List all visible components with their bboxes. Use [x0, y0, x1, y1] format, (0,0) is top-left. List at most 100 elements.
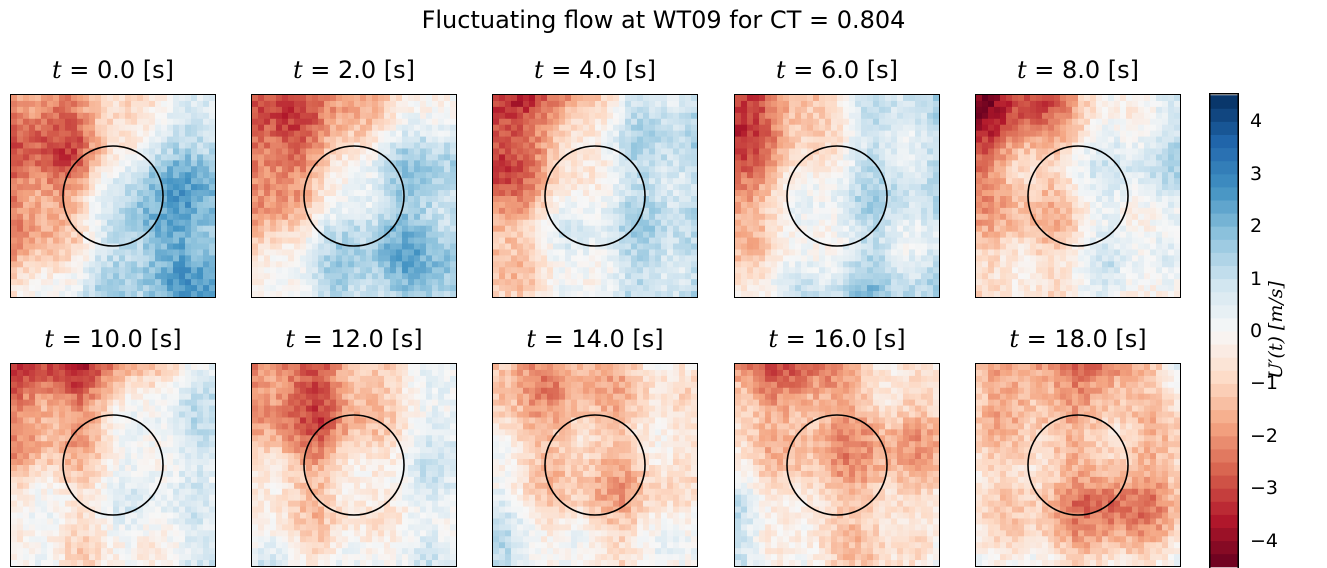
heatmap-cell — [505, 184, 512, 191]
heatmap-cell — [281, 142, 289, 150]
heatmap-cell — [335, 148, 343, 156]
heatmap-cell — [636, 160, 644, 167]
heatmap-cell — [378, 130, 385, 138]
heatmap-cell — [383, 160, 391, 167]
heatmap-cell — [830, 225, 838, 233]
heatmap-cell — [914, 154, 922, 161]
heatmap-cell — [77, 100, 84, 108]
heatmap-cell — [324, 118, 331, 126]
heatmap-cell — [173, 166, 180, 173]
heatmap-cell — [547, 100, 554, 108]
heatmap-cell — [173, 261, 180, 268]
heatmap-cell — [17, 172, 24, 179]
heatmap-cell — [414, 225, 421, 233]
heatmap-cell — [142, 130, 150, 138]
heatmap-cell — [389, 124, 397, 132]
heatmap-cell — [148, 124, 156, 132]
heatmap-cell — [818, 267, 826, 274]
heatmap-cell — [113, 148, 120, 156]
heatmap-cell — [190, 95, 198, 102]
heatmap-cell — [71, 267, 78, 274]
heatmap-cell — [891, 124, 898, 132]
heatmap-cell — [540, 178, 548, 185]
heatmap-cell — [607, 201, 614, 209]
heatmap-cell — [179, 160, 186, 167]
heatmap-cell — [23, 285, 30, 292]
heatmap-cell — [872, 112, 880, 120]
heatmap-cell — [764, 178, 772, 185]
heatmap-cell — [264, 279, 271, 286]
heatmap-cell — [329, 148, 337, 156]
heatmap-cell — [795, 148, 802, 156]
heatmap-cell — [395, 279, 403, 286]
heatmap-cell — [83, 255, 90, 262]
heatmap-cell — [58, 219, 66, 227]
heatmap-cell — [11, 255, 18, 262]
heatmap-cell — [735, 100, 742, 108]
heatmap-cell — [29, 136, 36, 144]
heatmap-cell — [843, 249, 850, 257]
heatmap-cell — [329, 261, 337, 268]
heatmap-cell — [293, 136, 301, 144]
heatmap-cell — [324, 237, 331, 245]
heatmap-cell — [437, 130, 445, 138]
heatmap-cell — [522, 237, 530, 245]
heatmap-cell — [252, 142, 259, 150]
heatmap-cell — [414, 112, 421, 120]
heatmap-cell — [801, 237, 808, 245]
heatmap-cell — [861, 136, 868, 144]
heatmap-cell — [818, 225, 826, 233]
heatmap-cell — [83, 95, 90, 102]
heatmap-cell — [252, 237, 259, 245]
heatmap-cell — [324, 261, 331, 268]
heatmap-cell — [1059, 142, 1067, 150]
heatmap-cell — [517, 100, 524, 108]
heatmap-cell — [795, 184, 802, 191]
heatmap-cell — [281, 273, 289, 280]
heatmap-cell — [678, 213, 686, 221]
heatmap-cell — [208, 142, 215, 150]
heatmap-cell — [83, 190, 90, 197]
heatmap-cell — [565, 160, 572, 167]
heatmap-cell — [505, 273, 512, 280]
heatmap-cell — [741, 201, 748, 209]
heatmap-cell — [414, 201, 421, 209]
heatmap-cell — [493, 154, 500, 161]
heatmap-cell — [17, 213, 24, 221]
heatmap-cell — [83, 237, 90, 245]
heatmap-cell — [559, 142, 566, 150]
heatmap-cell — [926, 249, 934, 257]
heatmap-cell — [23, 100, 30, 108]
heatmap-cell — [914, 196, 922, 203]
heatmap-cell — [837, 172, 844, 179]
heatmap-cell — [1030, 100, 1037, 108]
heatmap-cell — [420, 190, 427, 197]
heatmap-cell — [94, 237, 102, 245]
heatmap-cell — [1161, 130, 1169, 138]
heatmap-cell — [293, 112, 301, 120]
heatmap-cell — [1161, 95, 1169, 102]
heatmap-cell — [655, 273, 662, 280]
heatmap-cell — [366, 190, 373, 197]
heatmap-cell — [678, 267, 686, 274]
heatmap-cell — [678, 178, 686, 185]
heatmap-cell — [909, 100, 916, 108]
heatmap-cell — [891, 148, 898, 156]
heatmap-cell — [818, 136, 826, 144]
heatmap-cell — [23, 178, 30, 185]
heatmap-cell — [684, 172, 692, 179]
heatmap-cell — [23, 291, 30, 297]
heatmap-cell — [759, 160, 766, 167]
heatmap-cell — [426, 190, 433, 197]
heatmap-cell — [753, 178, 760, 185]
heatmap-cell — [287, 112, 295, 120]
heatmap-cell — [830, 267, 838, 274]
heatmap-cell — [878, 291, 886, 297]
heatmap-cell — [1144, 130, 1151, 138]
heatmap-cell — [576, 201, 584, 209]
heatmap-cell — [414, 213, 421, 221]
heatmap-cell — [17, 201, 24, 209]
heatmap-cell — [142, 213, 150, 221]
heatmap-cell — [160, 148, 168, 156]
heatmap-cell — [741, 124, 748, 132]
